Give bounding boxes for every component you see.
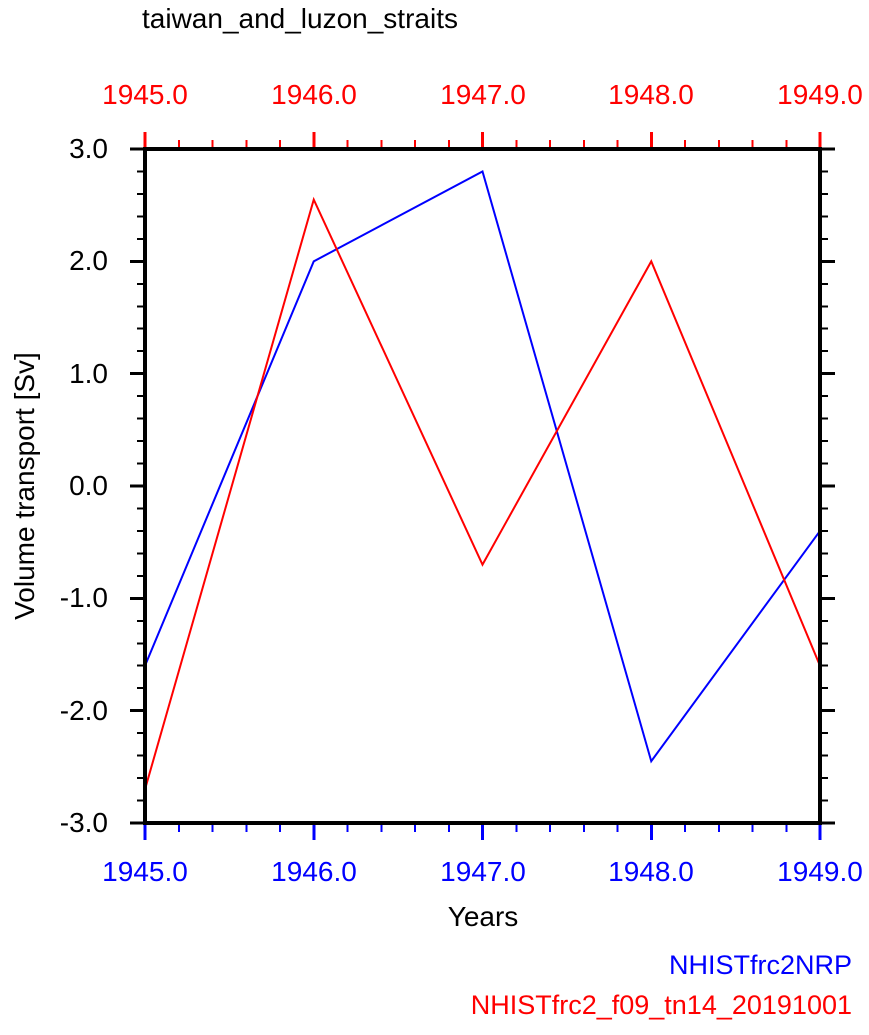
y-axis-title: Volume transport [Sv] [9,352,40,620]
bottom-axis-tick-label: 1949.0 [777,856,863,887]
left-axis-tick-label: -2.0 [59,695,108,726]
left-axis-tick-label: -3.0 [59,807,108,838]
legend-entry-red: NHISTfrc2_f09_tn14_20191001 [470,990,852,1020]
right-axis-ticks [820,147,835,825]
left-axis-tick-label: -1.0 [59,582,108,613]
left-axis-ticks [130,147,145,825]
left-axis-tick-label: 3.0 [69,133,108,164]
series-line-NHISTfrc2_f09_tn14_20191001 [144,196,821,790]
top-axis-ticks [143,132,822,149]
bottom-axis-tick-label: 1945.0 [102,856,188,887]
x-axis-title: Years [447,901,519,932]
top-axis-tick-label: 1945.0 [102,79,188,110]
left-axis-tick-label: 2.0 [69,245,108,276]
left-axis-tick-label: 1.0 [69,358,108,389]
bottom-axis-tick-label: 1946.0 [271,856,357,887]
series-line-NHISTfrc2NRP [144,170,821,764]
top-axis-tick-label: 1949.0 [777,79,863,110]
top-axis-tick-label: 1946.0 [271,79,357,110]
top-axis-tick-label: 1947.0 [440,79,526,110]
bottom-axis-tick-label: 1948.0 [608,856,694,887]
bottom-axis-ticks [143,823,822,840]
top-axis-tick-label: 1948.0 [608,79,694,110]
bottom-axis-tick-label: 1947.0 [440,856,526,887]
chart-title: taiwan_and_luzon_straits [142,3,458,34]
legend-entry-blue: NHISTfrc2NRP [668,950,852,980]
series-lines [144,170,821,790]
plot-frame [143,147,822,825]
left-axis-tick-label: 0.0 [69,470,108,501]
